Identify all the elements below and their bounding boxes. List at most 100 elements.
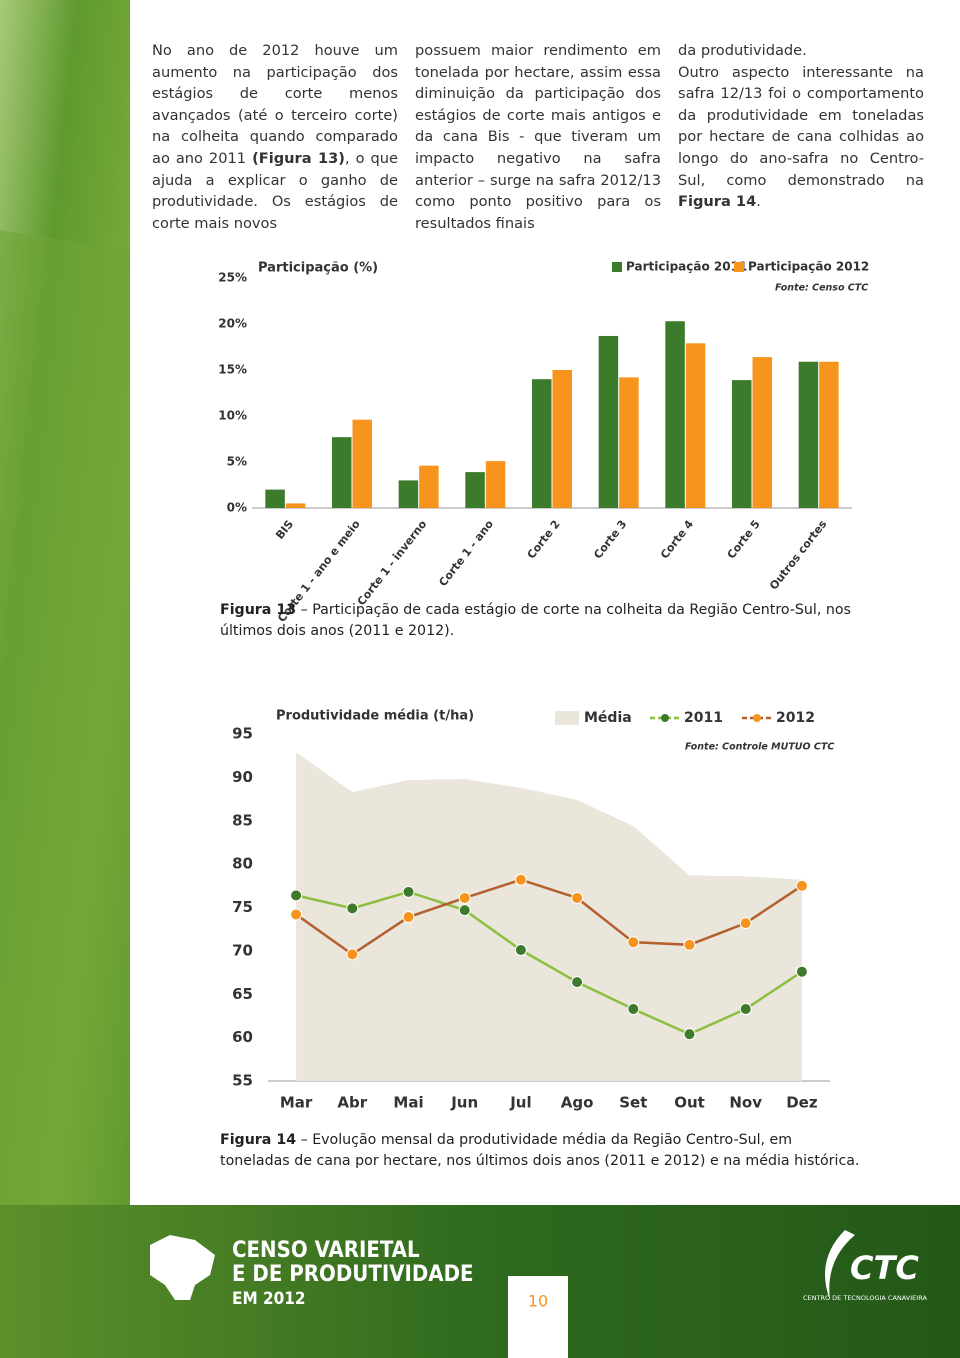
x-tick-label: Out — [674, 1094, 705, 1112]
y-tick-label: 25% — [218, 271, 247, 285]
x-tick-label: Jul — [509, 1094, 531, 1112]
point — [346, 948, 359, 961]
bar — [732, 380, 752, 508]
paragraph: Outro aspecto interessante na safra 12/1… — [678, 62, 924, 213]
caption: Figura 14 – Evolução mensal da produtivi… — [220, 1130, 860, 1172]
y-tick-label: 85 — [232, 811, 253, 829]
y-tick-label: 0% — [227, 501, 247, 515]
brand-text: CENSO VARIETAL — [232, 1238, 420, 1263]
text-run: da produtividade. — [678, 42, 807, 59]
caption: Figura 13 – Participação de cada estágio… — [220, 600, 860, 642]
text-column: No ano de 2012 houve um aumento na parti… — [152, 40, 398, 234]
line — [295, 890, 803, 1036]
x-tick-label: Abr — [337, 1094, 367, 1112]
bar — [685, 343, 706, 508]
text-run: – Evolução mensal da produtividade média… — [220, 1132, 860, 1169]
legend-label: Média — [584, 710, 632, 726]
x-tick-label: Set — [619, 1094, 647, 1112]
x-tick-label: Corte 1 - ano — [436, 517, 496, 589]
x-tick-label: Corte 5 — [725, 518, 763, 562]
text-column: da produtividade. Outro aspecto interessa… — [678, 40, 924, 213]
bar — [419, 465, 439, 508]
text-run: possuem maior rendimento em tonelada por… — [415, 42, 661, 232]
text-run: Figura 14 — [220, 1132, 297, 1148]
text-run: Outro aspecto interessante na safra 12/1… — [678, 63, 924, 189]
point — [290, 908, 303, 921]
point — [458, 891, 471, 904]
x-tick-label: Corte 3 — [591, 518, 629, 562]
point — [514, 944, 527, 957]
x-tick-label: BIS — [273, 518, 296, 542]
point — [571, 976, 584, 989]
y-tick-label: 5% — [227, 455, 247, 469]
chart-source: Fonte: Censo CTC — [775, 283, 868, 294]
x-tick-label: Mar — [280, 1094, 313, 1112]
line — [295, 878, 803, 956]
x-tick-label: Corte 1 - inverno — [355, 517, 430, 608]
bar — [285, 503, 306, 508]
y-tick-label: 20% — [218, 317, 247, 331]
point — [458, 904, 471, 917]
point — [571, 891, 584, 904]
bar — [665, 321, 685, 508]
text-run: , o que ajuda a explicar o ganho de prod… — [152, 149, 398, 232]
logo: CTC — [850, 1249, 919, 1287]
bar — [398, 480, 419, 508]
x-tick-label: Outros cortes — [767, 517, 830, 592]
x-tick-label: Dez — [786, 1094, 818, 1112]
bar — [352, 419, 372, 508]
text-run: (Figura 13) — [252, 149, 345, 167]
bar — [465, 472, 485, 508]
page-number: 10 — [528, 1292, 548, 1311]
page-tab — [508, 1276, 568, 1358]
paragraph: possuem maior rendimento em tonelada por… — [415, 40, 661, 234]
point — [795, 879, 808, 892]
legend-label: 2012 — [776, 710, 815, 726]
y-tick-label: 95 — [232, 725, 253, 743]
paragraph: da produtividade. — [678, 40, 924, 62]
bar — [819, 361, 839, 508]
text-run: Figura 13 — [220, 602, 297, 618]
x-tick-label: Jun — [450, 1094, 478, 1112]
paragraph: No ano de 2012 houve um aumento na parti… — [152, 40, 398, 234]
text-run: Figura 14 — [678, 193, 757, 211]
y-tick-label: 75 — [232, 898, 253, 916]
area — [296, 752, 802, 1081]
point — [627, 936, 640, 949]
ctc-swoosh — [825, 1230, 855, 1300]
text-run: No ano de 2012 houve um aumento na parti… — [152, 42, 398, 167]
y-tick-label: 55 — [232, 1072, 253, 1090]
y-tick-label: 90 — [232, 768, 253, 786]
point — [346, 902, 359, 915]
brand-text: EM 2012 — [232, 1289, 306, 1309]
bar — [332, 437, 352, 508]
x-tick-label: Corte 4 — [658, 517, 696, 561]
bar — [619, 377, 639, 508]
x-tick-label: Mai — [393, 1094, 423, 1112]
point — [795, 965, 808, 978]
y-tick-label: 10% — [218, 409, 247, 423]
point — [683, 938, 696, 951]
bar — [485, 461, 506, 508]
bar — [598, 335, 619, 508]
point — [402, 885, 415, 898]
brand-text: E DE PRODUTIVIDADE — [232, 1262, 474, 1287]
chart-source: Fonte: Controle MUTUO CTC — [685, 742, 834, 753]
x-tick-label: Ago — [561, 1094, 594, 1112]
x-tick-label: Corte 2 — [525, 518, 563, 562]
point — [683, 1028, 696, 1041]
text-run: . — [756, 193, 761, 211]
brazil-icon — [150, 1235, 215, 1300]
logo-subtitle: CENTRO DE TECNOLOGIA CANAVIEIRA — [803, 1294, 927, 1302]
legend-label: Participação 2012 — [748, 260, 869, 274]
legend-label: 2011 — [684, 710, 723, 726]
point — [627, 1002, 640, 1015]
bar — [265, 489, 285, 508]
legend-label: Participação 2011 — [626, 260, 747, 274]
chart-title: Produtividade média (t/ha) — [276, 709, 474, 724]
legend-swatch — [734, 262, 744, 272]
y-tick-label: 15% — [218, 363, 247, 377]
